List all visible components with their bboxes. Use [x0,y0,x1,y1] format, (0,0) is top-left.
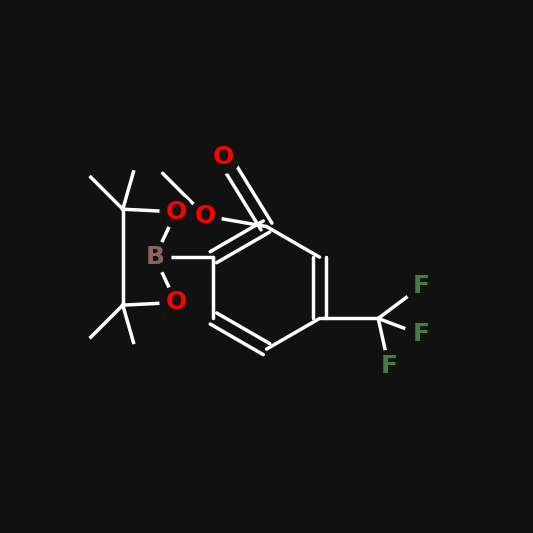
Circle shape [160,196,192,228]
Circle shape [208,141,240,173]
Text: O: O [213,145,235,169]
Text: O: O [165,290,187,314]
Text: F: F [413,322,430,346]
Circle shape [405,318,437,351]
Circle shape [139,241,171,273]
Text: F: F [413,274,430,298]
Text: O: O [195,204,216,228]
Text: F: F [381,354,398,378]
Circle shape [189,200,221,232]
Circle shape [373,351,405,383]
Text: O: O [165,200,187,224]
Circle shape [405,271,437,303]
Circle shape [160,286,192,318]
Text: B: B [146,245,164,269]
